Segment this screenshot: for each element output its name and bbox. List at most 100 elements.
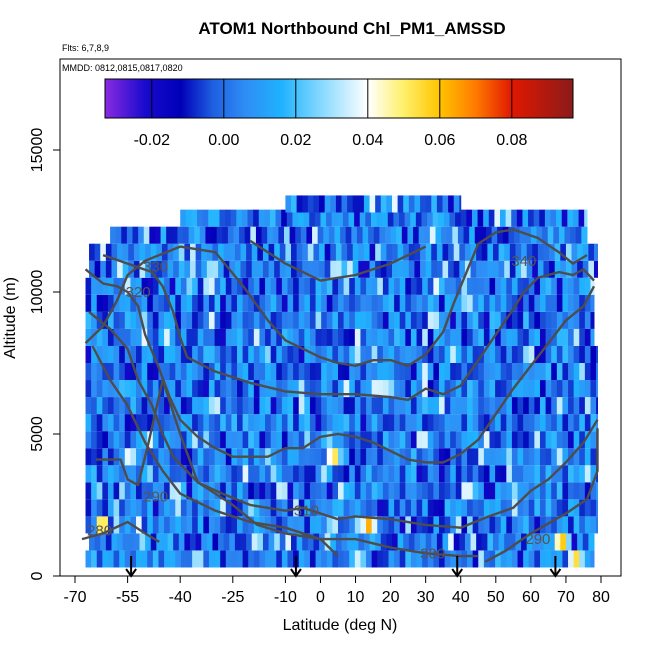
heatmap-cell [113,397,120,415]
heatmap-cell [504,260,511,278]
heatmap-cell [225,294,232,312]
heatmap-cell [197,482,204,500]
heatmap-cell [539,209,546,227]
heatmap-cell [246,243,253,261]
heatmap-cell [253,363,260,381]
heatmap-cell [448,195,455,213]
heatmap-cell [438,465,446,483]
heatmap-cell [208,516,216,534]
heatmap-cell [396,226,403,244]
heatmap-cell [180,516,188,534]
heatmap-cell [354,550,361,568]
heatmap-cell [178,260,185,278]
heatmap-cell [416,499,423,517]
heatmap-cell [443,209,451,227]
heatmap-cell [483,294,490,312]
heatmap-cell [293,414,300,432]
heatmap-cell [113,311,120,329]
heatmap-cell [268,260,275,278]
heatmap-cell [281,311,288,329]
heatmap-cell [326,209,333,227]
heatmap-cell [483,482,490,500]
heatmap-cell [152,414,159,432]
heatmap-cell [220,363,227,381]
heatmap-cell [338,277,345,295]
heatmap-cell [220,482,227,500]
heatmap-cell [175,448,182,466]
heatmap-cell [410,328,418,346]
heatmap-cell [175,380,182,398]
heatmap-cell [319,243,326,261]
heatmap-cell [298,345,305,363]
heatmap-cell [579,448,586,466]
heatmap-cell [304,550,311,568]
heatmap-cell [537,260,544,278]
heatmap-cell [489,345,496,363]
heatmap-cell [223,243,230,261]
heatmap-cell [530,226,537,244]
heatmap-cell [251,533,258,551]
heatmap-cell [394,516,401,534]
heatmap-cell [405,311,412,329]
heatmap-cell [382,465,389,483]
heatmap-cell [551,277,558,295]
heatmap-cell [467,380,474,398]
heatmap-cell [307,260,314,278]
heatmap-cell [136,345,143,363]
heatmap-cell [272,226,279,244]
contour-330 [102,253,595,402]
heatmap-cell [239,226,246,244]
heatmap-cell [175,294,182,312]
heatmap-cell [453,243,460,261]
heatmap-cell [590,380,597,398]
heatmap-cell [343,363,350,381]
heatmap-cell [542,226,549,244]
heatmap-cell [304,397,311,415]
heatmap-cell [264,209,271,227]
heatmap-cell [208,397,216,415]
heatmap-cell [539,414,547,432]
heatmap-cell [455,345,462,363]
heatmap-cell [208,448,216,466]
heatmap-cell [403,533,410,551]
heatmap-cell [298,328,305,346]
heatmap-cell [192,431,199,449]
heatmap-cell [388,363,395,381]
heatmap-cell [489,380,496,398]
heatmap-cell [568,294,575,312]
heatmap-cell [124,311,131,329]
heatmap-cell [377,277,384,295]
heatmap-cell [158,516,165,534]
heatmap-cell [433,414,440,432]
heatmap-cell [202,209,209,227]
heatmap-cell [382,277,389,295]
heatmap-cell [572,209,580,227]
heatmap-cell [166,226,173,244]
heatmap-cell [399,277,406,295]
heatmap-cell [197,465,204,483]
heatmap-cell [553,226,560,244]
heatmap-cell [532,260,539,278]
heatmap-cell [133,243,141,261]
heatmap-cell [416,465,423,483]
heatmap-cell [136,294,143,312]
heatmap-cell [360,294,367,312]
heatmap-cell [300,226,307,244]
heatmap-cell [270,431,277,449]
heatmap-cell [285,260,292,278]
heatmap-cell [307,533,314,551]
heatmap-cell [556,277,563,295]
heatmap-cell [405,482,412,500]
heatmap-cell [444,448,451,466]
heatmap-cell [366,328,373,346]
heatmap-cell [241,209,249,227]
heatmap-cell [276,380,283,398]
heatmap-cell [309,465,317,483]
heatmap-cell [335,243,343,261]
heatmap-cell [388,499,395,517]
heatmap-cell [152,431,159,449]
heatmap-cell [528,448,535,466]
heatmap-cell [556,294,563,312]
heatmap-cell [382,363,389,381]
heatmap-cell [588,260,595,278]
